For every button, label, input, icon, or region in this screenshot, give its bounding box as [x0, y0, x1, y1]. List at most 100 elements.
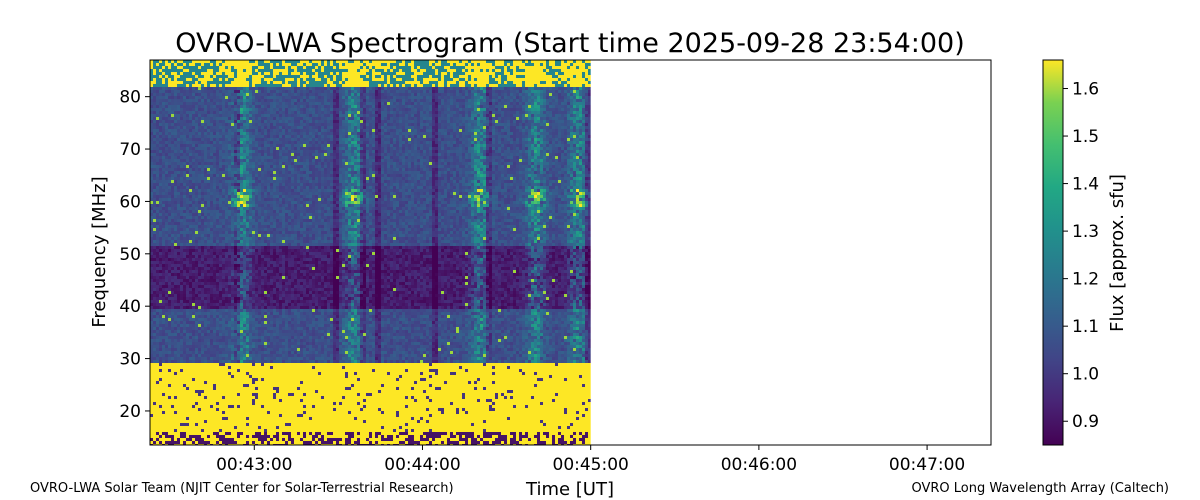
- heatmap-cell: [156, 90, 159, 93]
- heatmap-cell: [258, 441, 261, 444]
- heatmap-cell: [183, 159, 186, 162]
- heatmap-cell: [186, 168, 189, 171]
- heatmap-cell: [168, 381, 171, 384]
- heatmap-cell: [240, 153, 243, 156]
- heatmap-cell: [261, 393, 264, 396]
- heatmap-cell: [192, 90, 195, 93]
- heatmap-cell: [231, 348, 234, 351]
- heatmap-cell: [252, 234, 255, 237]
- heatmap-cell: [153, 390, 156, 393]
- heatmap-cell: [174, 225, 177, 228]
- heatmap-cell: [177, 273, 180, 276]
- heatmap-cell: [162, 252, 165, 255]
- heatmap-cell: [159, 174, 162, 177]
- heatmap-cell: [156, 318, 159, 321]
- heatmap-cell: [201, 207, 204, 210]
- heatmap-cell: [171, 366, 174, 369]
- heatmap-cell: [237, 414, 240, 417]
- heatmap-cell: [168, 288, 171, 291]
- heatmap-cell: [237, 315, 240, 318]
- heatmap-cell: [240, 360, 243, 363]
- heatmap-cell: [243, 69, 246, 72]
- heatmap-cell: [183, 168, 186, 171]
- heatmap-cell: [255, 150, 258, 153]
- heatmap-cell: [207, 342, 210, 345]
- heatmap-cell: [171, 159, 174, 162]
- heatmap-cell: [255, 312, 258, 315]
- heatmap-cell: [246, 102, 249, 105]
- heatmap-cell: [210, 156, 213, 159]
- heatmap-cell: [153, 90, 156, 93]
- heatmap-cell: [177, 429, 180, 432]
- heatmap-cell: [168, 312, 171, 315]
- heatmap-cell: [243, 279, 246, 282]
- heatmap-cell: [177, 210, 180, 213]
- heatmap-cell: [210, 426, 213, 429]
- heatmap-cell: [216, 246, 219, 249]
- heatmap-cell: [255, 375, 258, 378]
- heatmap-cell: [258, 318, 261, 321]
- heatmap-cell: [198, 66, 201, 69]
- heatmap-cell: [237, 276, 240, 279]
- heatmap-cell: [222, 246, 225, 249]
- heatmap-cell: [183, 198, 186, 201]
- heatmap-cell: [204, 252, 207, 255]
- heatmap-cell: [246, 441, 249, 444]
- heatmap-cell: [156, 231, 159, 234]
- heatmap-cell: [162, 408, 165, 411]
- heatmap-cell: [213, 390, 216, 393]
- heatmap-cell: [234, 417, 237, 420]
- heatmap-cell: [201, 96, 204, 99]
- heatmap-cell: [240, 255, 243, 258]
- heatmap-cell: [255, 123, 258, 126]
- heatmap-cell: [186, 285, 189, 288]
- heatmap-cell: [261, 312, 264, 315]
- heatmap-cell: [165, 270, 168, 273]
- heatmap-cell: [234, 423, 237, 426]
- heatmap-cell: [264, 66, 267, 69]
- heatmap-cell: [201, 417, 204, 420]
- heatmap-cell: [255, 294, 258, 297]
- heatmap-cell: [237, 210, 240, 213]
- heatmap-cell: [231, 285, 234, 288]
- heatmap-cell: [159, 363, 162, 366]
- heatmap-cell: [171, 222, 174, 225]
- heatmap-cell: [222, 399, 225, 402]
- heatmap-cell: [240, 399, 243, 402]
- heatmap-cell: [225, 72, 228, 75]
- heatmap-cell: [261, 153, 264, 156]
- heatmap-cell: [222, 174, 225, 177]
- heatmap-cell: [201, 327, 204, 330]
- heatmap-cell: [198, 441, 201, 444]
- heatmap-cell: [171, 417, 174, 420]
- heatmap-cell: [168, 306, 171, 309]
- heatmap-cell: [159, 441, 162, 444]
- heatmap-cell: [198, 150, 201, 153]
- heatmap-cell: [189, 78, 192, 81]
- heatmap-cell: [264, 294, 267, 297]
- heatmap-cell: [222, 282, 225, 285]
- heatmap-cell: [198, 432, 201, 435]
- heatmap-cell: [183, 423, 186, 426]
- heatmap-cell: [264, 315, 267, 318]
- heatmap-cell: [180, 219, 183, 222]
- heatmap-cell: [261, 324, 264, 327]
- heatmap-cell: [183, 333, 186, 336]
- heatmap-cell: [252, 375, 255, 378]
- heatmap-cell: [180, 150, 183, 153]
- heatmap-cell: [198, 234, 201, 237]
- heatmap-cell: [225, 117, 228, 120]
- heatmap-cell: [222, 396, 225, 399]
- heatmap-cell: [219, 321, 222, 324]
- heatmap-cell: [177, 345, 180, 348]
- heatmap-cell: [153, 381, 156, 384]
- heatmap-cell: [246, 354, 249, 357]
- heatmap-cell: [180, 252, 183, 255]
- heatmap-cell: [216, 339, 219, 342]
- heatmap-cell: [216, 348, 219, 351]
- heatmap-cell: [165, 321, 168, 324]
- heatmap-cell: [234, 276, 237, 279]
- heatmap-cell: [252, 225, 255, 228]
- heatmap-cell: [219, 426, 222, 429]
- heatmap-cell: [198, 192, 201, 195]
